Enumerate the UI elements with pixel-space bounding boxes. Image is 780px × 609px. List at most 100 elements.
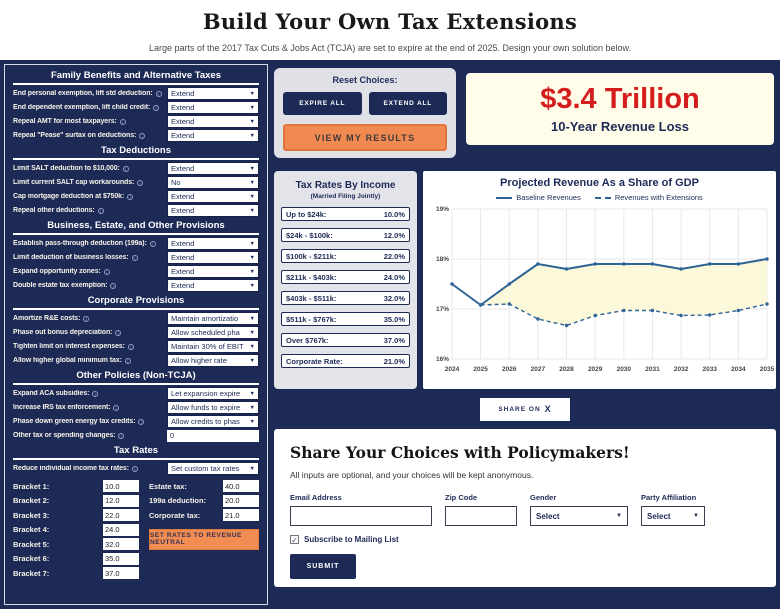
bracket-input[interactable] (103, 567, 139, 579)
info-icon[interactable]: i (153, 104, 160, 111)
info-icon[interactable]: i (113, 404, 120, 411)
share-on-x-button[interactable]: SHARE ON X (480, 397, 570, 421)
info-icon[interactable]: i (118, 432, 125, 439)
policy-dropdown[interactable]: Extend ▼ (167, 237, 259, 250)
bracket-label: Bracket 2: (13, 496, 50, 505)
policy-label: Expand ACA subsidies: i (13, 390, 167, 397)
policy-dropdown[interactable]: Extend ▼ (167, 265, 259, 278)
policy-row: Limit current SALT cap workarounds: i No ▼ (13, 176, 259, 189)
policy-label: Amortize R&E costs: i (13, 315, 167, 322)
gender-select[interactable]: Select ▼ (530, 506, 628, 526)
section-divider (13, 458, 259, 460)
rate-row: Bracket 6: (13, 552, 139, 565)
submit-button[interactable]: SUBMIT (290, 554, 356, 579)
expire-all-button[interactable]: EXPIRE ALL (283, 92, 362, 115)
bracket-input[interactable] (103, 538, 139, 550)
info-icon[interactable]: i (139, 132, 146, 139)
policy-dropdown[interactable]: Set custom tax rates ▼ (167, 462, 259, 475)
info-icon[interactable]: i (119, 118, 126, 125)
policy-label: Phase down green energy tax credits: i (13, 418, 167, 425)
rate-input[interactable] (223, 509, 259, 521)
party-affiliation-select[interactable]: Select ▼ (641, 506, 705, 526)
chevron-down-icon: ▼ (249, 357, 255, 364)
svg-text:2033: 2033 (702, 366, 717, 373)
rate-row: Bracket 2: (13, 494, 139, 507)
policy-label-text: Establish pass-through deduction (199a): (13, 240, 147, 247)
policy-dropdown[interactable]: Extend ▼ (167, 115, 259, 128)
extend-all-button[interactable]: EXTEND ALL (368, 92, 447, 115)
view-my-results-button[interactable]: VIEW MY RESULTS (283, 124, 447, 151)
subscribe-checkbox[interactable]: ✓ (290, 535, 299, 545)
bracket-label: Bracket 7: (13, 568, 50, 578)
policy-dropdown[interactable]: No ▼ (167, 176, 259, 189)
zip-code-field[interactable] (445, 506, 517, 526)
rate-input[interactable] (223, 494, 259, 507)
info-icon[interactable]: i (122, 165, 129, 172)
policy-label: Limit current SALT cap workarounds: i (13, 179, 167, 186)
info-icon[interactable]: i (149, 240, 156, 247)
info-icon[interactable]: i (124, 357, 131, 364)
policy-dropdown[interactable]: Maintain 30% of EBIT ▼ (167, 340, 259, 353)
info-icon[interactable]: i (131, 254, 138, 261)
policy-dropdown[interactable]: Allow scheduled pha ▼ (167, 326, 259, 339)
info-icon[interactable]: i (155, 90, 162, 97)
policy-dropdown[interactable]: Extend ▼ (167, 87, 259, 100)
policy-dropdown[interactable]: Let expansion expire ▼ (167, 387, 259, 400)
info-icon[interactable]: i (137, 179, 144, 186)
bracket-input[interactable] (103, 494, 139, 507)
bracket-input[interactable] (103, 552, 139, 565)
policy-dropdown[interactable]: Allow credits to phas ▼ (167, 415, 259, 428)
bracket-input[interactable] (103, 523, 139, 536)
info-icon[interactable]: i (83, 315, 90, 322)
policy-dropdown[interactable]: Extend ▼ (167, 162, 259, 175)
bracket-input[interactable] (103, 480, 139, 492)
policy-dropdown[interactable]: Extend ▼ (167, 101, 259, 114)
section-title: Tax Deductions (100, 145, 172, 156)
info-icon[interactable]: i (103, 268, 110, 275)
chevron-down-icon: ▼ (249, 390, 255, 397)
policy-dropdown[interactable]: Maintain amortizatio ▼ (167, 312, 259, 325)
subscribe-label: Subscribe to Mailing List (304, 535, 399, 544)
policy-label: Expand opportunity zones: i (13, 268, 167, 275)
info-icon[interactable]: i (131, 465, 138, 472)
policy-label: Establish pass-through deduction (199a):… (13, 240, 167, 247)
reset-buttons: EXPIRE ALL EXTEND ALL (283, 92, 447, 115)
policy-dropdown[interactable]: Allow higher rate ▼ (167, 354, 259, 367)
info-icon[interactable]: i (110, 282, 117, 289)
income-rate-label: Up to $24k: (286, 209, 327, 219)
info-icon[interactable]: i (97, 207, 104, 214)
policy-dropdown[interactable]: Extend ▼ (167, 204, 259, 217)
policy-label: End personal exemption, lift std deducti… (13, 90, 167, 97)
policy-dropdown[interactable]: Extend ▼ (167, 129, 259, 142)
policy-dropdown[interactable]: Extend ▼ (167, 251, 259, 264)
revenue-chart: 2024 2025 2026 2027 2028 2029 2030 2031 2032 2033… (427, 203, 775, 380)
bracket-input[interactable] (103, 509, 139, 521)
set-rates-revenue-neutral-button[interactable]: SET RATES TO REVENUE NEUTRAL (149, 528, 259, 550)
rate-input[interactable] (223, 480, 259, 492)
dropdown-value: Extend (171, 239, 195, 248)
email-field[interactable] (290, 506, 432, 526)
info-icon[interactable]: i (115, 329, 122, 336)
right-column: Reset Choices: EXPIRE ALL EXTEND ALL VIE… (274, 64, 776, 605)
dropdown-value: No (171, 178, 181, 187)
dropdown-value: Let expansion expire (171, 389, 241, 398)
chart-title: Projected Revenue As a Share of GDP (500, 177, 699, 189)
rate-row: Bracket 4: (13, 523, 139, 536)
other-rates-rows: Estate tax: 199a deduction: Corporate tax: (149, 480, 259, 522)
info-icon[interactable]: i (138, 418, 145, 425)
info-icon[interactable]: i (92, 390, 99, 397)
policy-dropdown[interactable]: Extend ▼ (167, 279, 259, 292)
section-title: Other Policies (Non-TCJA) (76, 370, 196, 381)
info-icon[interactable]: i (127, 193, 134, 200)
policy-row: Cap mortgage deduction at $750k: i Extend ▼ (13, 190, 259, 203)
reset-choices-panel: Reset Choices: EXPIRE ALL EXTEND ALL VIE… (274, 68, 456, 158)
zip-label: Zip Code (445, 493, 478, 502)
svg-text:2026: 2026 (502, 366, 517, 373)
party-select-value: Select (647, 511, 671, 521)
info-icon[interactable]: i (127, 343, 134, 350)
policy-dropdown[interactable]: Allow funds to expire ▼ (167, 401, 259, 414)
dropdown-value: Allow higher rate (171, 356, 227, 365)
policy-text-input[interactable] (167, 429, 259, 442)
policy-label: Increase IRS tax enforcement: i (13, 404, 167, 411)
policy-dropdown[interactable]: Extend ▼ (167, 190, 259, 203)
